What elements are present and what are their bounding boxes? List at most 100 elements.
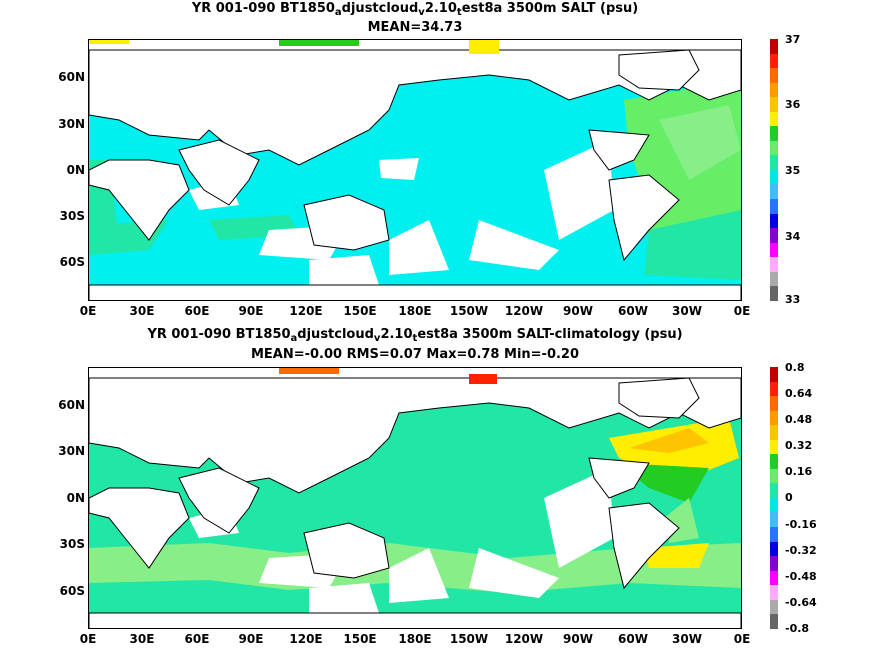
colorbar-label: 0.48 [785,413,813,426]
lon-label: 150E [343,304,377,318]
colorbar-label: 35 [785,164,801,177]
lon-label: 120W [504,304,544,318]
lon-label: 60E [184,304,210,318]
colorbar-label: 34 [785,230,801,243]
colorbar-segment [770,213,778,229]
panel-2-title: YR 001-090 BT1850adjustcloudv2.10test8a … [147,327,683,344]
lon-label: 30W [672,304,702,318]
colorbar-segment [770,527,778,542]
panel-2-lat-30N: 30N [58,444,85,458]
continents [89,377,741,628]
colorbar-segment [770,126,778,141]
lon-label: 60W [618,304,648,318]
colorbar-label: 33 [785,293,801,306]
lon-label: 150W [449,632,489,646]
lon-label: 30E [129,632,155,646]
panel-1-lat-30N: 30N [58,117,85,131]
panel-2-lat-60S: 60S [59,584,85,598]
colorbar-segment [770,111,778,127]
lon-label: 150E [343,632,377,646]
lon-label: 90E [238,304,264,318]
colorbar-segment [770,82,778,98]
colorbar-segment [770,184,778,200]
colorbar-segment [770,271,778,287]
colorbar-segment [770,512,778,528]
panel-1-colorbar [770,39,778,301]
colorbar-segment [770,228,778,243]
panel-2-subtitle: MEAN=-0.00 RMS=0.07 Max=0.78 Min=-0.20 [250,347,580,362]
colorbar-segment [770,242,778,258]
colorbar-label: -0.16 [785,518,817,531]
lon-label: 90W [563,632,593,646]
lon-label: 60W [618,632,648,646]
panel-1-field [89,40,741,300]
panel-1-lat-0N: 0N [66,163,85,177]
colorbar-segment [770,97,778,112]
colorbar-segment [770,468,778,484]
colorbar-label: 36 [785,98,801,111]
lon-label: 180E [398,632,432,646]
colorbar-segment [770,367,778,382]
colorbar-segment [770,614,778,629]
colorbar-segment [770,257,778,272]
colorbar-label: -0.32 [785,544,817,557]
colorbar-segment [770,53,778,69]
colorbar-label: -0.48 [785,570,817,583]
colorbar-segment [770,599,778,615]
colorbar-label: 37 [785,33,801,46]
lon-label: 90W [563,304,593,318]
lon-label: 0E [79,304,97,318]
colorbar-segment [770,396,778,411]
lon-label: 120E [289,304,323,318]
panel-2-colorbar [770,367,778,629]
colorbar-label: 0.8 [785,361,805,374]
lon-label: 60E [184,632,210,646]
lon-label: 0E [79,632,97,646]
panel-2-field [89,368,741,628]
panel-2-lat-60N: 60N [58,398,85,412]
colorbar-segment [770,570,778,586]
lon-label: 30W [672,632,702,646]
colorbar-segment [770,140,778,156]
colorbar-segment [770,439,778,455]
panel-1-title: YR 001-090 BT1850adjustcloudv2.10test8a … [191,1,639,18]
colorbar-segment [770,381,778,397]
lon-label: 120E [289,632,323,646]
continents [89,49,741,300]
colorbar-label: 0.16 [785,465,813,478]
colorbar-segment [770,155,778,170]
colorbar-label: -0.8 [785,622,810,635]
colorbar-segment [770,556,778,571]
panel-1-lat-30S: 30S [59,209,85,223]
colorbar-segment [770,541,778,557]
lon-label: 180E [398,304,432,318]
colorbar-segment [770,199,778,214]
panel-1-lat-60S: 60S [59,255,85,269]
panel-1-lat-60N: 60N [58,70,85,84]
panel-1-map [88,39,742,301]
colorbar-label: 0.64 [785,387,813,400]
colorbar-label: 0 [785,491,793,504]
colorbar-segment [770,497,778,513]
colorbar-segment [770,169,778,185]
panel-2-lat-0N: 0N [66,491,85,505]
colorbar-segment [770,39,778,54]
colorbar-segment [770,483,778,498]
lon-label: 150W [449,304,489,318]
panel-2-lat-30S: 30S [59,537,85,551]
colorbar-segment [770,585,778,600]
lon-label: 90E [238,632,264,646]
colorbar-segment [770,410,778,426]
panel-1-subtitle: MEAN=34.73 [367,20,463,35]
colorbar-label: 0.32 [785,439,813,452]
colorbar-segment [770,425,778,440]
colorbar-segment [770,286,778,301]
colorbar-segment [770,454,778,469]
colorbar-segment [770,68,778,83]
lon-label: 0E [733,304,751,318]
panel-2-map [88,367,742,629]
lon-label: 0E [733,632,751,646]
colorbar-label: -0.64 [785,596,817,609]
lon-label: 120W [504,632,544,646]
lon-label: 30E [129,304,155,318]
